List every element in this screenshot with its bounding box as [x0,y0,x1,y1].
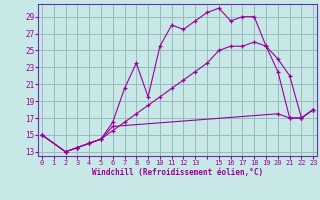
X-axis label: Windchill (Refroidissement éolien,°C): Windchill (Refroidissement éolien,°C) [92,168,263,177]
